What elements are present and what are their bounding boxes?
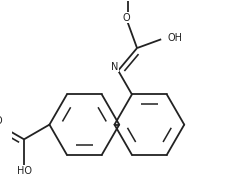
Text: N: N <box>111 62 118 72</box>
Text: OH: OH <box>168 33 183 43</box>
Text: O: O <box>123 13 131 23</box>
Text: HO: HO <box>17 166 31 176</box>
Text: O: O <box>0 116 2 126</box>
